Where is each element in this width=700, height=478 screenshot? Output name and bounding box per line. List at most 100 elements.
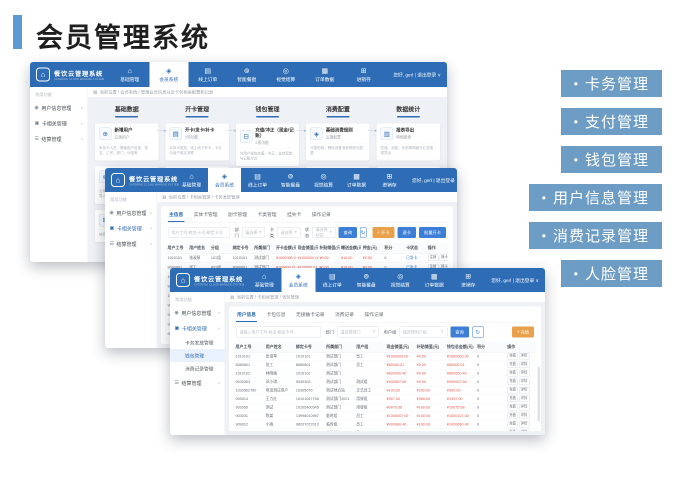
sidebar-item[interactable]: 消费记录管理 (170, 362, 225, 375)
sidebar-item[interactable]: ▣ 卡相关管理 ∧ (170, 321, 225, 337)
flow-card[interactable]: ⊕ 新增用户 云端用户 未持卡人员、基础用户信息、姓名、工号、部门、分组等 (95, 123, 159, 161)
tab[interactable]: 卡类管理 (257, 212, 277, 218)
nav-item[interactable]: ◈ 会员系统 (281, 268, 316, 292)
nav-item[interactable]: ⌂ 基础管理 (247, 268, 281, 292)
tab[interactable]: 挂失卡 (287, 212, 302, 218)
nav-item[interactable]: ▦ 订单数据 (417, 268, 451, 292)
app-logo: ⌂ 餐饮云管理系统 CATERING CLOUD MANAGE SYSTEM (170, 268, 247, 292)
nav-item[interactable]: ▦ 订单数据 (340, 168, 373, 192)
flow-card[interactable]: ⊟ 充值/冲正（现金/记账） 2项功能 为用户钱包充值、冲正，支持现金与记账方式 (235, 123, 300, 166)
tab[interactable]: 副卡管理 (228, 212, 248, 218)
sidebar-item[interactable]: 钱包管理 (170, 349, 225, 362)
row-action-button[interactable]: 详情 (518, 404, 530, 411)
row-action-button[interactable]: 注销 (427, 254, 439, 261)
nav-item[interactable]: ◎ 视觉结算 (383, 268, 417, 292)
nav-item[interactable]: ⊚ 智能餐盘 (274, 168, 307, 192)
batch-open-button[interactable]: 批量开卡 (418, 227, 446, 238)
card-type-select[interactable]: 请选择 ▼ (276, 227, 301, 238)
nav-item[interactable]: ◈ 会员系统 (149, 62, 189, 87)
row-action-button[interactable]: 充值 (507, 421, 518, 428)
flow-card[interactable]: ◈ 基础消费规则 云端配置 可按时段、餐段设置消费规则与限额 (306, 123, 370, 161)
row-action-button[interactable]: 详情 (518, 361, 530, 368)
sidebar-item[interactable]: ☰ 结算管理 ∨ (170, 375, 225, 391)
sidebar-item[interactable]: ☰ 结算管理 ∨ (105, 236, 157, 252)
row-action-button[interactable]: 充值 (507, 370, 518, 377)
tab[interactable]: 操作记录 (311, 212, 331, 218)
row-action-button[interactable]: 详情 (518, 395, 530, 402)
row-action-button[interactable]: 充值 (507, 404, 518, 411)
row-action-button[interactable]: 详情 (518, 412, 530, 419)
row-action-button[interactable]: 充值 (507, 429, 518, 431)
nav-item[interactable]: ⊚ 智能餐盘 (349, 268, 383, 292)
row-action-button[interactable]: 详情 (518, 387, 530, 394)
scrollbar[interactable] (537, 366, 540, 422)
tab[interactable]: 主信息 (168, 207, 185, 222)
row-action-button[interactable]: 充值 (507, 361, 518, 368)
row-action-button[interactable]: 详情 (518, 421, 530, 428)
nav-item[interactable]: ⊞ 进销存 (344, 62, 383, 87)
sidebar-item[interactable]: ☰ 结算管理 ∨ (30, 131, 88, 147)
user-group-select[interactable]: 请选择用户组 ▼ (399, 326, 448, 338)
nav-item[interactable]: ▤ 线上订单 (315, 268, 349, 292)
department-select[interactable]: 请选择 ▼ (241, 227, 266, 238)
nav-item[interactable]: ⌂ 基础管理 (110, 62, 149, 87)
nav-item[interactable]: ◎ 视觉结算 (307, 168, 340, 192)
search-input[interactable] (168, 227, 230, 238)
tab[interactable]: 操作记录 (364, 312, 384, 318)
user-menu[interactable]: 您好, gerl | 退出登录 ∨ (412, 178, 457, 184)
recharge-button[interactable]: + 充值 (511, 326, 534, 338)
sidebar: 常用功能 ◉ 用户信息管理 ∨ ▣ 卡相关管理 (170, 292, 225, 435)
refresh-button[interactable]: ↻ (471, 326, 484, 338)
nav-icon: ⌂ (262, 271, 267, 280)
row-action-button[interactable]: 详情 (518, 429, 530, 431)
tab[interactable]: 消费记录 (335, 312, 355, 318)
nav-item[interactable]: ▤ 线上订单 (188, 62, 227, 87)
nav-item[interactable]: ◎ 视觉结算 (266, 62, 305, 87)
sidebar-item[interactable]: ◉ 用户信息管理 ∨ (30, 100, 88, 116)
row-action-button[interactable]: 详情 (518, 353, 530, 360)
flow-card[interactable]: ▤ 开卡/发卡/补卡 2项功能 实体卡发放、线上线下开卡、卡片与用户绑定关联 (165, 123, 229, 161)
nav-item[interactable]: ⊞ 进销存 (451, 268, 485, 292)
user-menu[interactable]: 您好, gerl | 退出登录 ∨ (491, 278, 539, 284)
flow-card[interactable]: ▥ 报表导出 明细报表 充值、消费、补贴等明细与汇总报表导出 (376, 123, 440, 161)
open-card-button[interactable]: + 开卡 (372, 227, 395, 238)
tab[interactable]: 卡包信息 (266, 312, 286, 318)
nav-item[interactable]: ▤ 线上订单 (241, 168, 274, 192)
chevron-down-icon: ∨ (149, 226, 152, 231)
row-action-button[interactable]: 充值 (507, 387, 518, 394)
row-action-button[interactable]: 充值 (507, 395, 518, 402)
nav-item[interactable]: ⊚ 智能餐盘 (227, 62, 266, 87)
row-action-button[interactable]: 换卡 (439, 254, 448, 261)
logo-name: 餐饮云管理系统 (129, 175, 179, 183)
search-input[interactable] (236, 326, 321, 338)
sidebar-item-icon: ▣ (109, 225, 115, 232)
row-action-button[interactable]: 详情 (518, 378, 530, 385)
tab[interactable]: 实体卡管理 (193, 212, 218, 218)
sidebar-item[interactable]: ◉ 用户信息管理 ∨ (170, 305, 225, 321)
refresh-button[interactable]: ↻ (360, 227, 367, 238)
nav-item[interactable]: ⌂ 基础管理 (175, 168, 208, 192)
tab[interactable]: 用户信息 (236, 307, 258, 322)
table-cell: 测试 (264, 403, 295, 412)
sidebar-item[interactable]: ▣ 卡相关管理 ∨ (105, 221, 157, 237)
return-card-button[interactable]: 退卡 (397, 227, 416, 238)
nav-item[interactable]: ▦ 订单数据 (305, 62, 344, 87)
row-action-button[interactable]: 充值 (507, 353, 518, 360)
sidebar-item[interactable]: 卡务发放管理 (170, 336, 225, 349)
sidebar-item[interactable]: ▣ 卡相关管理 ∨ (30, 116, 88, 132)
row-action-button[interactable]: 详情 (518, 370, 530, 377)
query-button[interactable]: 查询 (450, 326, 469, 338)
row-action-button[interactable]: 充值 (507, 378, 518, 385)
query-button[interactable]: 查询 (338, 227, 358, 238)
row-action-button[interactable]: 充值 (507, 412, 518, 419)
breadcrumb: ▦ 当前位置 / 卡相关管理 / 卡务发放管理 (157, 192, 457, 203)
state-select[interactable]: 请选择状态 ▼ (312, 227, 336, 238)
user-menu[interactable]: 您好, gerl | 退出登录 ∨ (393, 72, 441, 79)
tab[interactable]: 无接触卡记录 (296, 312, 325, 318)
nav-item[interactable]: ◈ 会员系统 (208, 168, 241, 192)
feature-label-text: 消费记录管理 (552, 228, 649, 245)
department-select[interactable]: 请选择部门 ▼ (337, 326, 380, 338)
nav-item[interactable]: ⊞ 进销存 (373, 168, 406, 192)
sidebar-item[interactable]: ◉ 用户信息管理 ∨ (105, 205, 157, 221)
